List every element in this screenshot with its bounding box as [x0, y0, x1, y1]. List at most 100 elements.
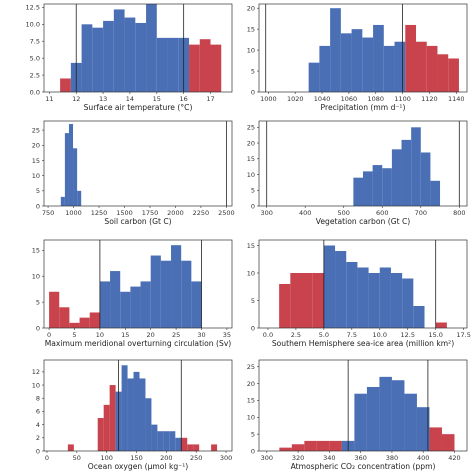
- histogram-bar: [373, 24, 384, 93]
- histogram-bar: [368, 273, 380, 328]
- histogram-bar: [391, 149, 402, 206]
- histogram-bar: [157, 431, 164, 451]
- histogram-bar: [372, 165, 383, 206]
- x-tick-label: 340: [323, 454, 335, 462]
- histogram-bar: [146, 4, 157, 92]
- histogram-bar: [189, 44, 200, 92]
- y-tick-label: 5: [251, 67, 255, 75]
- histogram-bar: [335, 251, 347, 328]
- histogram-bar: [411, 127, 421, 206]
- y-tick-label: 10: [32, 381, 40, 389]
- plot-frame: [258, 359, 468, 452]
- x-axis-label: Precipitation (mm d⁻¹): [321, 103, 406, 112]
- histogram-bar: [156, 37, 168, 92]
- x-tick-label: 17: [206, 95, 214, 103]
- histogram-bar: [448, 58, 459, 92]
- x-tick-label: 750: [42, 209, 54, 217]
- histogram-bar: [366, 386, 380, 451]
- histogram-bar: [79, 317, 90, 328]
- y-tick-label: 25: [247, 124, 255, 132]
- y-tick-label: 5: [251, 297, 255, 305]
- x-axis-label: Atmospheric CO₂ concentration (ppm): [291, 462, 436, 471]
- y-tick-label: 12: [32, 368, 40, 376]
- y-tick-label: 7.5: [30, 38, 40, 46]
- x-axis-label: Soil carbon (Gt C): [104, 217, 171, 226]
- x-tick-label: 100: [100, 454, 112, 462]
- histogram-bar: [169, 431, 176, 451]
- y-tick-label: 12.5: [26, 4, 40, 12]
- x-tick-label: 700: [415, 209, 427, 217]
- y-tick-label: 0: [251, 324, 255, 332]
- histogram-bar: [193, 444, 200, 451]
- histogram-bar: [405, 24, 417, 93]
- x-tick-label: 0: [47, 331, 51, 339]
- y-tick-label: 0: [251, 202, 255, 210]
- x-tick-label: 1000: [260, 95, 277, 103]
- plot-frame: [43, 359, 233, 452]
- histogram-bar: [167, 37, 179, 92]
- x-tick-label: 200: [160, 454, 172, 462]
- histogram-bar: [77, 190, 82, 206]
- histogram-panel: 11 12 13 14 15 16 17 0.0 2.5 5.0 7.5 10.0 12.5 Surfac…: [26, 3, 233, 112]
- y-tick-label: 10: [32, 273, 40, 281]
- y-tick-label: 0.0: [30, 88, 40, 96]
- x-tick-label: 7.5: [347, 331, 357, 339]
- y-tick-label: 10: [247, 414, 255, 422]
- histogram-bar: [404, 393, 417, 451]
- x-tick-label: 420: [448, 454, 460, 462]
- histogram-bar: [379, 267, 391, 328]
- x-tick-label: 30: [197, 331, 205, 339]
- histogram-bar: [109, 385, 116, 451]
- y-tick-label: 20: [32, 142, 40, 150]
- histogram-bar: [163, 431, 170, 451]
- histogram-bar: [121, 365, 128, 451]
- histogram-bar: [49, 291, 60, 328]
- histogram-bar: [110, 271, 121, 328]
- y-tick-label: 2: [36, 434, 40, 442]
- y-tick-label: 15: [247, 242, 255, 250]
- x-tick-label: 600: [376, 209, 388, 217]
- histogram-bar: [73, 148, 78, 206]
- histogram-panel: 1000 1020 1040 1060 1080 1100 1120 1140 0 5 10 15 20…: [247, 3, 468, 112]
- x-tick-label: 10: [96, 331, 104, 339]
- x-tick-label: 1000: [65, 209, 82, 217]
- histogram-bar: [413, 306, 425, 328]
- histogram-bar: [351, 29, 363, 92]
- x-tick-label: 300: [261, 454, 273, 462]
- histogram-bar: [382, 168, 392, 206]
- y-tick-label: 2.5: [30, 71, 40, 79]
- histogram-bar: [68, 124, 74, 206]
- x-tick-label: 15.0: [428, 331, 442, 339]
- x-tick-label: 12: [72, 95, 80, 103]
- histogram-bar: [323, 245, 336, 328]
- histogram-bar: [319, 45, 331, 92]
- histogram-bar: [357, 267, 369, 328]
- histogram-panel: 0 50 100 150 200 250 300 0 2 4 6 8 10 12 Ocean oxygen …: [32, 359, 233, 471]
- x-tick-label: 10.0: [373, 331, 387, 339]
- histogram-bar: [416, 41, 427, 92]
- y-tick-label: 15: [247, 25, 255, 33]
- histogram-bar: [160, 260, 172, 328]
- x-tick-label: 1060: [341, 95, 358, 103]
- y-tick-label: 5: [251, 430, 255, 438]
- histogram-bar: [59, 307, 70, 328]
- y-tick-label: 20: [247, 4, 255, 12]
- histogram-bar: [312, 273, 324, 328]
- x-tick-label: 50: [73, 454, 81, 462]
- x-tick-label: 15: [153, 95, 161, 103]
- x-axis-label: Vegetation carbon (Gt C): [316, 217, 411, 226]
- histogram-bar: [304, 440, 317, 451]
- y-tick-label: 15: [32, 157, 40, 165]
- y-tick-label: 20: [247, 139, 255, 147]
- histogram-bar: [69, 322, 80, 328]
- y-tick-label: 10: [247, 269, 255, 277]
- histogram-bar: [346, 262, 358, 328]
- histogram-bar: [92, 27, 104, 92]
- x-tick-label: 400: [417, 454, 429, 462]
- x-tick-label: 2250: [193, 209, 210, 217]
- x-tick-label: 5.0: [319, 331, 329, 339]
- histogram-panel: 0.0 2.5 5.0 7.5 10.0 12.5 15.0 17.5 0 5 10 15 Southe…: [247, 239, 471, 348]
- x-tick-label: 300: [260, 209, 272, 217]
